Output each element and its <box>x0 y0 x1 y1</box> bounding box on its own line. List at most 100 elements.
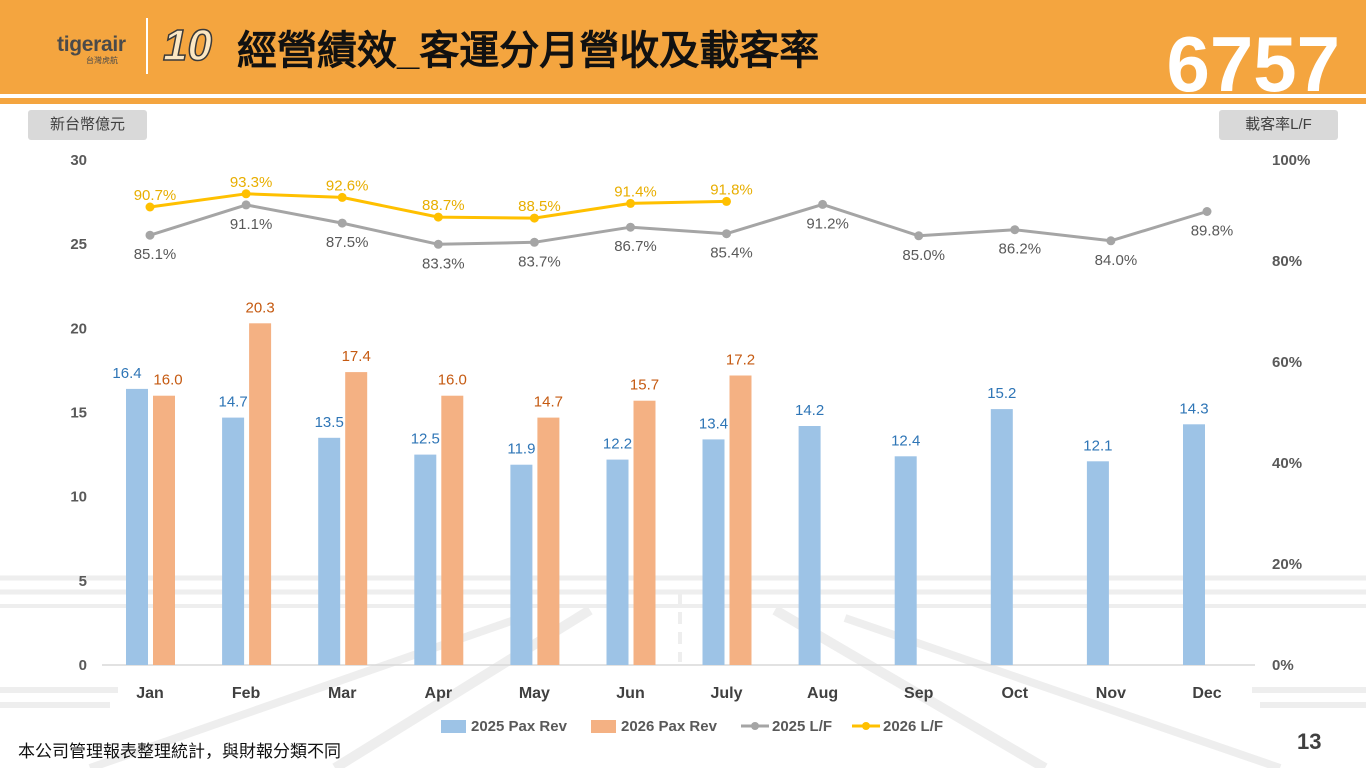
marker-2025-l-f-feb <box>241 200 251 210</box>
data-label-2025-pax-rev-may: 11.9 <box>507 441 535 458</box>
tigerair-logo-subtext: 台灣虎航 <box>86 56 118 65</box>
data-label-value: 85.4 <box>710 245 739 262</box>
data-label-unit: % <box>259 216 272 233</box>
bar-2025-pax-rev-mar <box>318 437 341 666</box>
y-left-tick-label: 15 <box>70 405 87 422</box>
data-label-value: 84.0 <box>1095 252 1124 269</box>
data-label-unit: % <box>739 245 752 262</box>
legend-swatch-2026-pax-rev <box>591 719 616 733</box>
data-label-2026-pax-rev-mar: 17.4 <box>342 348 371 365</box>
bar-2025-pax-rev-feb <box>222 417 245 665</box>
y-left-tick-label: 25 <box>70 236 87 253</box>
data-label-unit: % <box>836 215 849 232</box>
x-tick-label-sep: Sep <box>904 685 934 702</box>
data-label-2026-l-f-apr: 88.7% <box>422 197 465 214</box>
legend-swatch-2025-pax-rev <box>441 719 466 733</box>
data-label-value: 85.1 <box>134 246 163 263</box>
data-label-2025-l-f-sep: 85.0% <box>902 247 945 264</box>
header-divider <box>146 18 148 74</box>
data-label-value: 88.7 <box>422 197 451 214</box>
x-tick-label-feb: Feb <box>232 685 261 702</box>
bar-2025-pax-rev-july <box>702 439 725 665</box>
chart-legend: 2025 Pax Rev 2026 Pax Rev 2025 L/F 2026 … <box>0 716 1366 736</box>
data-label-2026-pax-rev-july: 17.2 <box>726 352 755 369</box>
data-label-2025-pax-rev-apr: 12.5 <box>411 431 440 448</box>
data-label-unit: % <box>163 246 176 263</box>
data-label-2025-pax-rev-mar: 13.5 <box>315 414 344 431</box>
bar-2026-pax-rev-apr <box>441 395 464 665</box>
y-right-tick-value: 100 <box>1272 152 1297 169</box>
marker-2026-l-f-apr <box>433 212 443 222</box>
bar-2025-pax-rev-nov <box>1086 461 1109 665</box>
x-tick-label-dec: Dec <box>1192 685 1221 702</box>
marker-2025-l-f-may <box>529 237 539 247</box>
data-label-2026-pax-rev-jun: 15.7 <box>630 377 659 394</box>
data-label-unit: % <box>451 197 464 214</box>
data-label-2026-l-f-july: 91.8% <box>710 181 753 198</box>
bars <box>126 323 1205 666</box>
data-label-unit: % <box>1028 241 1041 258</box>
y-right-tick-label: 60% <box>1272 354 1302 371</box>
bar-2026-pax-rev-may <box>537 417 560 665</box>
legend-label: 2025 L/F <box>772 717 833 735</box>
legend-item-2025-pax-rev: 2025 Pax Rev <box>441 716 567 736</box>
data-label-2025-l-f-jan: 85.1% <box>134 246 177 263</box>
y-left-tick-label: 20 <box>70 320 87 337</box>
data-label-2025-pax-rev-dec: 14.3 <box>1179 400 1208 417</box>
y-right-tick-label: 100% <box>1272 152 1310 169</box>
bar-2026-pax-rev-jun <box>633 400 656 665</box>
x-tick-label-nov: Nov <box>1096 685 1126 702</box>
data-label-value: 88.5 <box>518 198 547 215</box>
marker-2025-l-f-nov <box>1106 236 1116 246</box>
data-label-2025-pax-rev-nov: 12.1 <box>1083 437 1112 454</box>
data-label-unit: % <box>163 187 176 204</box>
marker-2026-l-f-jan <box>145 202 155 212</box>
marker-2025-l-f-jan <box>145 230 155 240</box>
legend-item-2025-lf: 2025 L/F <box>741 716 832 736</box>
x-tick-label-aug: Aug <box>807 685 838 702</box>
marker-2025-l-f-mar <box>337 218 347 228</box>
data-label-unit: % <box>259 174 272 191</box>
data-label-2026-l-f-jan: 90.7% <box>134 187 177 204</box>
data-label-unit: % <box>739 181 752 198</box>
y-right-tick-unit: % <box>1289 253 1302 270</box>
y-right-tick-unit: % <box>1289 556 1302 573</box>
data-label-2025-pax-rev-feb: 14.7 <box>218 394 247 411</box>
y-right-tick-value: 20 <box>1272 556 1289 573</box>
data-label-unit: % <box>643 183 656 200</box>
marker-2025-l-f-july <box>722 229 731 239</box>
marker-2025-l-f-apr <box>433 239 443 249</box>
data-label-value: 83.3 <box>422 255 451 272</box>
data-label-2025-pax-rev-jan: 16.4 <box>112 365 141 382</box>
y-right-tick-label: 40% <box>1272 455 1302 472</box>
bar-2025-pax-rev-dec <box>1183 424 1205 665</box>
bar-2026-pax-rev-july <box>729 375 752 665</box>
x-tick-label-mar: Mar <box>328 685 356 702</box>
y-right-tick-value: 0 <box>1272 657 1280 674</box>
data-label-2025-l-f-oct: 86.2% <box>999 241 1042 258</box>
marker-2025-l-f-jun <box>626 222 635 232</box>
header-accent-strip <box>0 98 1366 104</box>
data-label-2025-pax-rev-aug: 14.2 <box>795 402 824 419</box>
legend-swatch-2026-lf <box>852 722 880 730</box>
data-label-2026-pax-rev-jan: 16.0 <box>153 372 182 389</box>
data-label-2025-l-f-feb: 91.1% <box>230 216 273 233</box>
data-label-2025-l-f-aug: 91.2% <box>806 215 849 232</box>
y-right-tick-unit: % <box>1297 152 1310 169</box>
marker-2026-l-f-july <box>722 196 731 206</box>
data-label-unit: % <box>643 238 656 255</box>
y-right-tick-unit: % <box>1289 354 1302 371</box>
data-label-unit: % <box>1220 223 1233 240</box>
data-label-unit: % <box>451 255 464 272</box>
bar-2026-pax-rev-feb <box>249 323 272 665</box>
x-tick-label-oct: Oct <box>1001 685 1028 702</box>
bar-2025-pax-rev-jun <box>606 459 629 665</box>
data-label-value: 85.0 <box>902 247 931 264</box>
bar-2025-pax-rev-sep <box>894 456 917 665</box>
data-label-2025-pax-rev-oct: 15.2 <box>987 385 1016 402</box>
anniversary-logo: 10 <box>162 21 212 71</box>
data-label-value: 89.8 <box>1191 223 1220 240</box>
y-right-tick-unit: % <box>1280 657 1293 674</box>
bar-2025-pax-rev-aug <box>798 426 821 665</box>
